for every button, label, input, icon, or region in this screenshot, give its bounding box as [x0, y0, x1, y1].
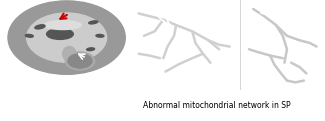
Ellipse shape — [25, 34, 33, 37]
Ellipse shape — [47, 29, 73, 39]
Ellipse shape — [89, 21, 98, 24]
Text: G49/CYP2U1: G49/CYP2U1 — [11, 99, 58, 108]
Text: Abnormal mitochondrial network in SP: Abnormal mitochondrial network in SP — [143, 101, 291, 110]
Ellipse shape — [68, 54, 92, 68]
Ellipse shape — [27, 13, 107, 62]
Ellipse shape — [44, 21, 81, 30]
Ellipse shape — [65, 52, 95, 70]
Ellipse shape — [63, 47, 76, 61]
Ellipse shape — [87, 48, 95, 51]
Ellipse shape — [8, 1, 125, 74]
Text: 4 μM: 4 μM — [182, 82, 199, 88]
Ellipse shape — [96, 34, 104, 37]
Ellipse shape — [35, 25, 45, 29]
